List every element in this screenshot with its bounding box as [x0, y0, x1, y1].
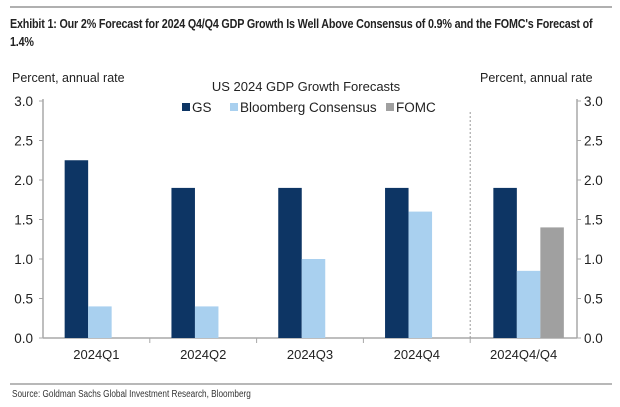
bar-fomc-2024q4-q4 [540, 227, 564, 338]
y-tick-label-right: 1.5 [584, 213, 603, 228]
x-tick-label: 2024Q2 [180, 347, 226, 362]
y-tick-label-right: 1.0 [584, 252, 603, 267]
y-tick-label-right: 0.5 [584, 292, 603, 307]
bar-gs-2024q2 [171, 187, 195, 338]
bar-bloomberg-consensus-2024q2 [194, 306, 219, 338]
y-tick-label-left: 2.0 [14, 173, 33, 188]
x-tick-label: 2024Q1 [73, 347, 119, 362]
chart-title: US 2024 GDP Growth Forecasts [212, 79, 401, 94]
bar-gs-2024q1 [64, 160, 89, 338]
legend-label-fomc: FOMC [396, 100, 436, 115]
x-tick-label: 2024Q3 [287, 347, 333, 362]
bar-bloomberg-consensus-2024q4-q4 [516, 270, 541, 338]
bottom-rule [10, 383, 612, 385]
y-tick-label-right: 2.5 [584, 134, 603, 149]
y-tick-label-left: 1.5 [14, 213, 33, 228]
bar-gs-2024q4-q4 [493, 187, 517, 338]
x-tick-label: 2024Q4 [394, 347, 440, 362]
legend-label-gs: GS [192, 100, 212, 115]
y-tick-label-left: 2.5 [14, 134, 33, 149]
bar-bloomberg-consensus-2024q4 [408, 211, 433, 338]
y-tick-label-right: 0.0 [584, 331, 603, 346]
source-note: Source: Goldman Sachs Global Investment … [12, 389, 251, 400]
y-axis-label-right: Percent, annual rate [480, 71, 593, 85]
legend-label-bloomberg-consensus: Bloomberg Consensus [240, 100, 377, 115]
x-tick-label: 2024Q4/Q4 [490, 347, 557, 362]
x-tick-labels: 2024Q1 2024Q2 2024Q3 2024Q4 2024Q4/Q4 [73, 347, 557, 362]
y-tick-label-left: 0.0 [14, 331, 33, 346]
top-rule [10, 6, 612, 8]
y-tick-label-left: 1.0 [14, 252, 33, 267]
legend: GS Bloomberg Consensus FOMC [182, 100, 436, 115]
bar-gs-2024q3 [278, 187, 302, 338]
bar-bloomberg-consensus-2024q1 [88, 306, 112, 338]
legend-marker-fomc [386, 103, 394, 111]
y-tick-label-right: 2.0 [584, 173, 603, 188]
bar-gs-2024q4 [385, 187, 409, 338]
y-axis-label-left: Percent, annual rate [12, 71, 125, 85]
y-tick-label-left: 3.0 [14, 94, 33, 109]
exhibit-title: Exhibit 1: Our 2% Forecast for 2024 Q4/Q… [10, 17, 593, 49]
bar-bloomberg-consensus-2024q3 [301, 259, 326, 338]
y-tick-label-right: 3.0 [584, 94, 603, 109]
legend-marker-bloomberg-consensus [230, 103, 238, 111]
bars [64, 160, 564, 338]
legend-marker-gs [182, 103, 190, 111]
y-tick-label-left: 0.5 [14, 292, 33, 307]
